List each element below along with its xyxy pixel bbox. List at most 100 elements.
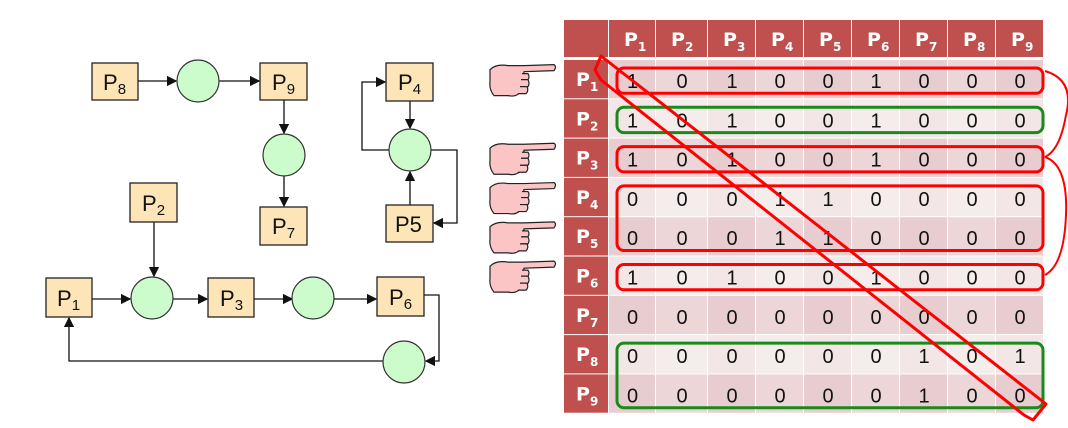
red-row-group	[615, 184, 1045, 252]
matrix-cell	[900, 295, 947, 335]
matrix-cell	[948, 177, 995, 217]
matrix-value: 0	[1014, 150, 1025, 172]
resource-node	[130, 276, 174, 320]
matrix-value: 0	[774, 307, 785, 329]
column-header-cell	[804, 20, 851, 57]
red-row-group	[615, 66, 1045, 95]
row-header-label: P5	[576, 226, 598, 251]
matrix-value: 0	[966, 189, 977, 211]
row-header-label: P3	[576, 148, 598, 173]
matrix-value: 0	[676, 150, 687, 172]
hand-part	[521, 275, 530, 284]
matrix-cell	[656, 335, 707, 374]
matrix-cell	[656, 177, 707, 217]
matrix-value: 1	[822, 189, 833, 211]
matrix-cell	[948, 295, 995, 335]
matrix-value: 1	[918, 346, 929, 368]
matrix-value: 0	[676, 189, 687, 211]
matrix-value: 0	[966, 307, 977, 329]
matrix-value: 0	[918, 307, 929, 329]
process-p9: P9	[259, 62, 308, 101]
matrix-value: 0	[870, 228, 881, 250]
hand-part	[518, 203, 529, 213]
matrix-value: 0	[1014, 110, 1025, 132]
row-header-cell	[564, 99, 608, 138]
matrix-cell	[852, 335, 899, 374]
hand-part	[518, 86, 529, 95]
svg-text:P7: P7	[272, 214, 295, 242]
process-p1: P1	[45, 277, 93, 318]
matrix-value: 0	[774, 268, 785, 290]
matrix-value: 0	[918, 150, 929, 172]
row-header-cell	[564, 335, 608, 374]
row-header-label: P1	[576, 69, 598, 94]
pointing-hand-icon	[489, 260, 557, 294]
row-header-label: P6	[576, 266, 598, 291]
matrix-value: 0	[676, 110, 687, 132]
column-header-label: P7	[915, 29, 937, 54]
row-header-label: P4	[576, 187, 598, 212]
matrix-cell	[948, 335, 995, 374]
svg-text:P8: P8	[103, 70, 126, 98]
column-header-cell	[609, 20, 655, 57]
column-header-cell	[900, 20, 947, 57]
matrix-value: 0	[1014, 228, 1025, 250]
matrix-cell	[656, 295, 707, 335]
column-header-label: P1	[624, 29, 646, 54]
diagonal-highlight	[593, 54, 1048, 422]
matrix-value: 0	[918, 110, 929, 132]
matrix-value: 0	[726, 346, 737, 368]
hand-part	[518, 243, 529, 252]
matrix-value: 0	[822, 307, 833, 329]
column-header-cell	[756, 20, 803, 57]
matrix-value: 0	[774, 110, 785, 132]
matrix-value: 1	[918, 385, 929, 407]
matrix-value: 0	[676, 71, 687, 93]
matrix-cell	[852, 295, 899, 335]
matrix-value: 0	[726, 228, 737, 250]
matrix-value: 0	[870, 385, 881, 407]
resource-node	[388, 128, 432, 172]
matrix-value: 0	[966, 268, 977, 290]
matrix-value: 1	[726, 71, 737, 93]
matrix-value: 0	[966, 150, 977, 172]
matrix-cell	[996, 295, 1043, 335]
matrix-value: 0	[918, 268, 929, 290]
matrix-value: 1	[870, 150, 881, 172]
green-row-group	[615, 105, 1045, 135]
matrix-value: 1	[870, 110, 881, 132]
matrix-value: 0	[676, 346, 687, 368]
matrix-value: 0	[870, 307, 881, 329]
matrix-cell	[996, 177, 1043, 217]
resource-node	[382, 340, 426, 384]
matrix-value: 0	[918, 71, 929, 93]
matrix-value: 0	[774, 346, 785, 368]
matrix-value: 0	[870, 189, 881, 211]
matrix-value: 0	[870, 346, 881, 368]
matrix-cell	[756, 335, 803, 374]
matrix-value: 0	[774, 71, 785, 93]
svg-text:P4: P4	[398, 70, 421, 98]
matrix-value: 1	[726, 110, 737, 132]
matrix-value: 0	[822, 150, 833, 172]
graph-edges	[63, 75, 458, 367]
svg-text:P5: P5	[395, 212, 422, 237]
column-header-label: P3	[723, 29, 745, 54]
matrix-value: 0	[774, 385, 785, 407]
matrix-value: 1	[726, 268, 737, 290]
column-header-cell	[996, 20, 1043, 57]
hand-part	[521, 196, 530, 206]
matrix-value: 0	[774, 150, 785, 172]
bracket-connector	[1044, 70, 1068, 158]
process-p2: P2	[129, 182, 178, 223]
row-header-cell	[564, 374, 608, 413]
matrix-value: 0	[966, 228, 977, 250]
bracket-connector	[1044, 156, 1068, 276]
matrix-value: 0	[627, 189, 638, 211]
matrix-value: 0	[822, 110, 833, 132]
svg-text:P2: P2	[142, 191, 165, 219]
process-p3: P3	[207, 277, 255, 318]
row-header-label: P8	[576, 344, 598, 369]
row-header-label: P2	[576, 108, 598, 133]
row-header-label: P9	[576, 383, 598, 408]
